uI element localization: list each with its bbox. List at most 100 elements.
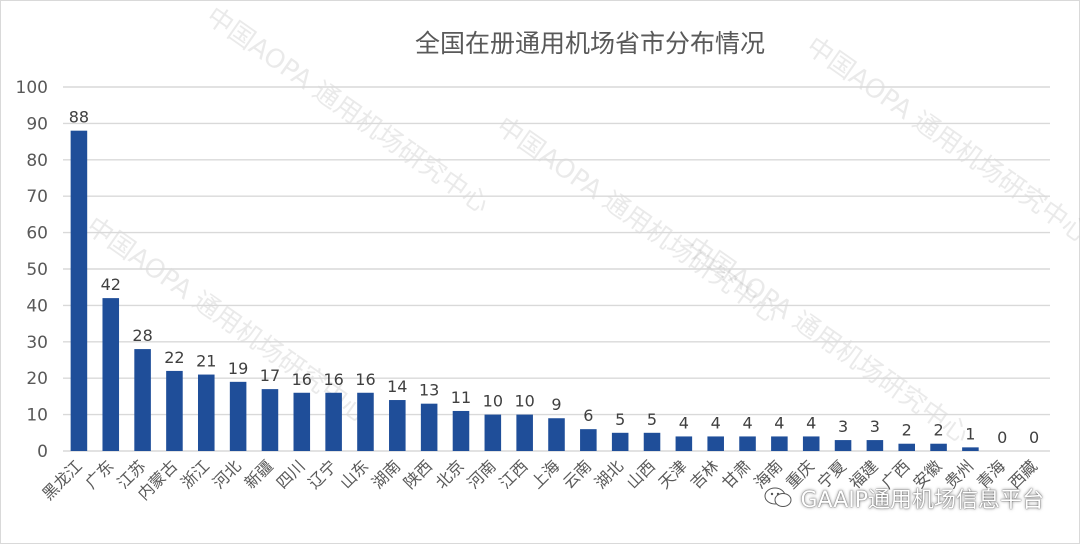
data-label: 14 xyxy=(387,377,407,396)
gridlines xyxy=(63,86,1050,452)
bar xyxy=(898,443,916,451)
data-label: 16 xyxy=(355,370,375,389)
data-label: 19 xyxy=(228,359,248,378)
data-label: 22 xyxy=(164,348,184,367)
data-label: 4 xyxy=(711,413,721,432)
x-tick-label: 湖北 xyxy=(591,456,627,492)
bar xyxy=(675,436,693,451)
data-label: 4 xyxy=(742,413,752,432)
chart-title: 全国在册通用机场省市分布情况 xyxy=(415,29,765,58)
data-label: 0 xyxy=(997,428,1007,447)
bars xyxy=(70,130,979,451)
bar xyxy=(548,418,565,451)
data-label: 11 xyxy=(451,388,471,407)
x-tick-label: 河北 xyxy=(209,456,245,492)
data-label: 1 xyxy=(965,424,975,443)
y-tick-label: 90 xyxy=(26,114,48,134)
bar xyxy=(229,381,247,451)
data-label: 28 xyxy=(132,326,152,345)
x-tick-label: 吉林 xyxy=(686,456,722,492)
data-label: 4 xyxy=(679,413,689,432)
x-tick-label: 北京 xyxy=(432,456,468,492)
bar xyxy=(134,349,151,451)
source-credit: GAAIP通用机场信息平台 xyxy=(764,482,1044,514)
y-tick-label: 80 xyxy=(26,151,48,171)
bar xyxy=(771,436,788,451)
x-tick-label: 天津 xyxy=(655,456,691,492)
data-label: 42 xyxy=(101,275,121,294)
bar xyxy=(197,374,215,451)
data-label: 16 xyxy=(323,370,343,389)
bar xyxy=(739,436,756,451)
bar xyxy=(834,440,852,451)
y-tick-label: 100 xyxy=(16,78,48,98)
y-tick-label: 40 xyxy=(26,296,48,316)
data-label: 13 xyxy=(419,381,439,400)
bar xyxy=(866,440,884,451)
data-label: 17 xyxy=(260,366,280,385)
y-axis: 0 10 20 30 40 50 60 70 80 90 100 xyxy=(16,78,48,462)
bar xyxy=(420,403,438,451)
data-label: 4 xyxy=(806,413,816,432)
data-label: 10 xyxy=(514,392,534,411)
data-label: 2 xyxy=(902,421,912,440)
x-tick-label: 甘肃 xyxy=(718,456,754,492)
bar xyxy=(70,130,88,451)
bar xyxy=(643,432,661,451)
wechat-icon xyxy=(764,487,792,509)
credit-text: GAAIP通用机场信息平台 xyxy=(800,488,1044,513)
y-tick-label: 70 xyxy=(26,187,48,207)
bar xyxy=(357,392,374,451)
bar xyxy=(962,447,979,451)
x-tick-label: 陕西 xyxy=(400,456,436,492)
bar xyxy=(325,392,342,451)
x-tick-label: 新疆 xyxy=(241,456,277,492)
x-tick-label: 河南 xyxy=(464,456,500,492)
x-tick-label: 山东 xyxy=(336,456,372,492)
x-tick-label: 上海 xyxy=(527,456,563,492)
x-tick-label: 山西 xyxy=(623,456,659,492)
bar xyxy=(580,429,597,451)
bar xyxy=(707,436,724,451)
x-tick-label: 湖南 xyxy=(368,456,404,492)
x-tick-label: 辽宁 xyxy=(304,456,340,492)
y-tick-label: 20 xyxy=(26,369,48,389)
y-tick-label: 10 xyxy=(26,406,48,426)
bar xyxy=(452,410,470,451)
data-label: 9 xyxy=(551,395,561,414)
x-tick-label: 云南 xyxy=(559,456,595,492)
bar xyxy=(802,436,820,451)
y-tick-label: 0 xyxy=(37,442,48,462)
y-tick-label: 30 xyxy=(26,333,48,353)
x-tick-label: 四川 xyxy=(273,456,309,492)
y-tick-label: 50 xyxy=(26,260,48,280)
x-tick-label: 广东 xyxy=(82,456,118,492)
bar xyxy=(102,298,120,451)
bar xyxy=(930,443,947,451)
bar xyxy=(611,432,629,451)
bar xyxy=(516,414,533,451)
bar xyxy=(484,414,502,451)
bar xyxy=(293,392,311,451)
data-label: 5 xyxy=(647,410,657,429)
data-label: 5 xyxy=(615,410,625,429)
data-label: 16 xyxy=(292,370,312,389)
y-tick-label: 60 xyxy=(26,224,48,244)
bar xyxy=(389,400,406,451)
x-tick-label: 黑龙江 xyxy=(38,456,85,503)
bar xyxy=(261,389,279,451)
data-label: 6 xyxy=(583,406,593,425)
data-label: 21 xyxy=(196,352,216,371)
x-tick-label: 浙江 xyxy=(177,456,213,492)
data-label: 3 xyxy=(870,417,880,436)
data-label: 88 xyxy=(69,108,89,127)
data-label: 10 xyxy=(483,392,503,411)
x-tick-label: 江西 xyxy=(495,456,531,492)
data-label: 2 xyxy=(933,421,943,440)
data-label: 0 xyxy=(1029,428,1039,447)
data-label: 4 xyxy=(774,413,784,432)
bar xyxy=(166,370,183,451)
